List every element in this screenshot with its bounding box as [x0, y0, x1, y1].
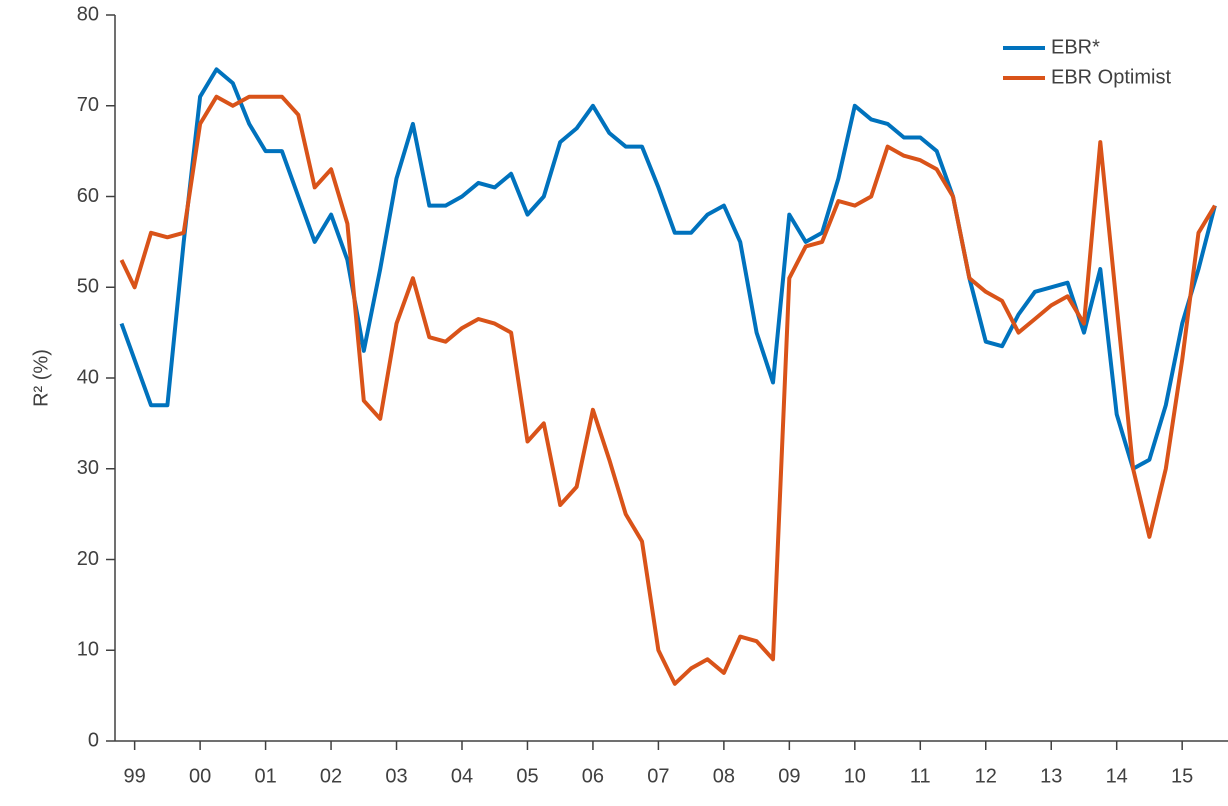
y-tick-label: 50	[77, 276, 99, 298]
x-tick-label: 07	[647, 765, 669, 787]
x-tick-label: 11	[910, 765, 931, 787]
x-tick-label: 08	[713, 765, 735, 787]
line-series	[119, 94, 1217, 686]
x-tick-label: 01	[254, 765, 276, 787]
y-tick-label: 80	[77, 3, 99, 25]
y-tick-label: 0	[88, 729, 99, 751]
y-tick-label: 60	[77, 185, 99, 207]
legend-label: EBR*	[1051, 36, 1100, 58]
y-tick-label: 30	[77, 457, 99, 479]
x-tick-label: 05	[516, 765, 538, 787]
y-tick-label: 40	[77, 366, 99, 388]
x-tick-label: 13	[1040, 765, 1062, 787]
x-tick-label: 10	[844, 765, 866, 787]
x-tick-label: 15	[1171, 765, 1193, 787]
y-axis-label: R² (%)	[30, 349, 52, 407]
x-tick-label: 04	[451, 765, 473, 787]
line-series	[119, 67, 1217, 471]
y-tick-label: 20	[77, 548, 99, 570]
legend-label: EBR Optimist	[1051, 66, 1171, 88]
x-tick-label: 09	[778, 765, 800, 787]
x-tick-label: 99	[124, 765, 146, 787]
x-tick-label: 00	[189, 765, 211, 787]
x-tick-label: 06	[582, 765, 604, 787]
y-tick-label: 10	[77, 639, 99, 661]
y-tick-label: 70	[77, 94, 99, 116]
x-tick-label: 12	[975, 765, 997, 787]
x-tick-label: 14	[1106, 765, 1128, 787]
x-tick-label: 03	[385, 765, 407, 787]
x-tick-label: 02	[320, 765, 342, 787]
